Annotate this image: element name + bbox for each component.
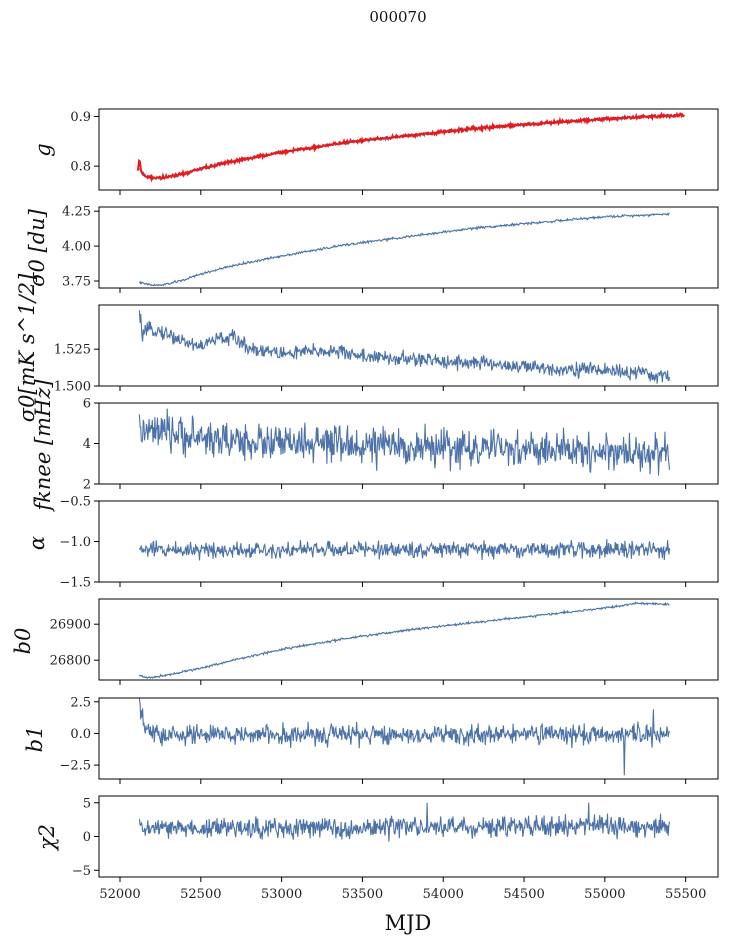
x-tick-label: 53500 [342,887,383,902]
y-tick-label: 2 [83,478,91,493]
y-tick-label: 4.00 [62,240,91,255]
panel-g: g 0.8 0.9 [31,108,719,195]
panel-chi2: χ2 −5 0 5 52000 52500 53000 53500 54000 54500 550… [35,795,719,902]
y-tick-label: −2.5 [59,759,91,774]
axes-frame [98,206,719,289]
ylabel-chi2: χ2 [35,824,59,852]
x-tick-label: 54500 [503,887,544,902]
ylabel-fknee: fknee [mHz] [31,379,55,513]
x-tick-label: 52500 [180,887,221,902]
y-tick-label: 0.8 [70,160,91,175]
series-line-b1 [138,698,671,776]
x-tick-label: 55000 [584,887,625,902]
y-tick-label: 4 [83,437,91,452]
y-tick-label: 6 [83,397,91,412]
y-tick-label: −1.0 [59,535,91,550]
y-tick-label: 0 [83,830,91,845]
y-tick-label: 2.5 [70,695,91,710]
y-tick-label: −0.5 [59,495,91,510]
series-line-g-fit [136,111,685,183]
y-tick-label: 0.0 [70,727,91,742]
series-line-fknee [138,408,671,476]
panel-alpha: α −1.5 −1.0 −0.5 [25,495,719,591]
ylabel-b0: b0 [11,628,35,655]
y-tick-label: 5 [83,796,91,811]
series-line-g [138,113,670,182]
panel-sigma0-mk: σ0[mK s^1/2] 1.500 1.525 [15,273,719,422]
ylabel-sigma0-du: σ0 [du] [25,208,49,287]
ylabel-alpha: α [25,536,49,550]
series-line-b0 [138,601,670,680]
y-tick-label: 26900 [50,618,91,633]
y-tick-label: −1.5 [59,576,91,591]
series-line-alpha [138,539,671,561]
y-tick-label: 26800 [50,654,91,669]
axes-frame [98,697,719,780]
y-tick-label: 0.9 [70,110,91,125]
axes-frame [98,402,719,485]
series-line-sigma0-du [138,212,670,287]
y-tick-label: −5 [72,864,91,879]
figure-title: 000070 [369,8,426,26]
panel-fknee: fknee [mHz] 2 4 6 [31,379,719,513]
y-tick-label: 1.525 [54,343,91,358]
axes-frame [98,795,719,878]
panel-b1: b1 −2.5 0.0 2.5 [23,695,719,784]
series-line-chi2 [138,802,671,842]
y-tick-label: 3.75 [62,275,91,290]
ylabel-g: g [31,143,55,156]
y-tick-label: 1.500 [54,380,91,395]
axes-frame [98,598,719,681]
axes-frame [98,108,719,191]
y-tick-label: 4.25 [62,205,91,220]
ylabel-b1: b1 [23,726,47,753]
panel-b0: b0 26800 26900 [11,598,719,685]
panel-sigma0-du: σ0 [du] 3.75 4.00 4.25 [25,205,719,293]
ylabel-sigma0-mk: σ0[mK s^1/2] [15,273,39,422]
x-axis-label: MJD [385,911,432,935]
x-tick-label: 54000 [423,887,464,902]
x-tick-label: 53000 [261,887,302,902]
series-line-sigma0-mk [138,310,671,384]
axes-frame [98,304,719,387]
x-tick-label: 55500 [665,887,706,902]
x-tick-label: 52000 [99,887,140,902]
